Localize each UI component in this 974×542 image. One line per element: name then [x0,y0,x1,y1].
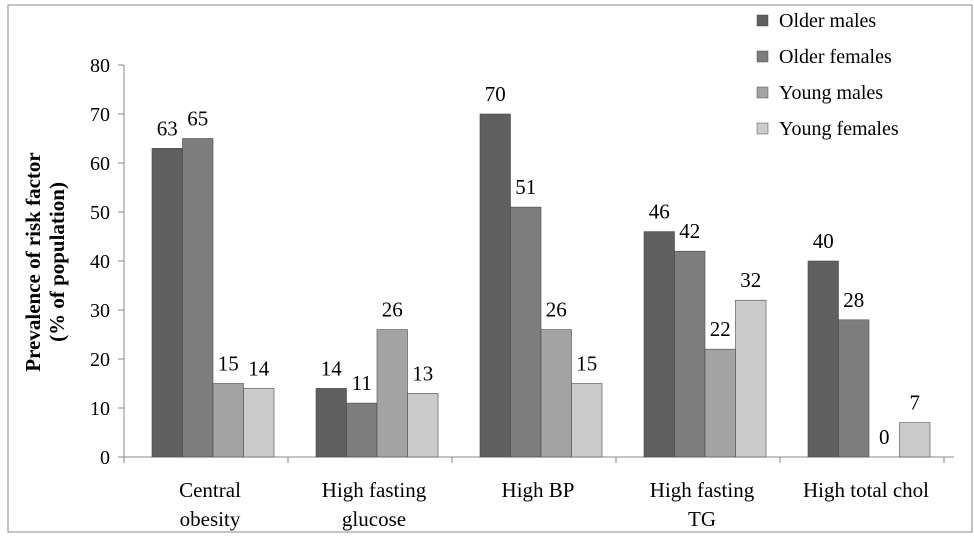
x-category-label-line: High BP [502,478,575,502]
y-tick-label: 0 [100,447,110,469]
data-label: 13 [412,361,433,385]
bar [838,319,870,458]
data-label: 14 [321,356,343,380]
y-axis-title: Prevalence of risk factor(% of populatio… [21,152,69,371]
x-category-label-line: High total chol [803,478,929,502]
legend: Older males Older females Young males Young… [756,10,899,140]
legend-swatch [756,50,769,63]
data-label: 70 [485,82,506,106]
legend-swatch [756,122,769,135]
bar [674,250,706,458]
legend-swatch [756,14,769,27]
y-axis-title-line: Prevalence of risk factor [21,152,45,371]
bar [376,329,408,458]
data-label: 46 [649,200,670,224]
data-label: 11 [352,371,372,395]
data-label: 65 [187,107,208,131]
x-category-label-line: High fasting [650,478,755,502]
bar [346,402,378,458]
data-label: 15 [218,352,239,376]
y-tick-label: 80 [90,55,110,77]
y-axis-title-line: (% of population) [45,182,69,342]
y-tick-label: 60 [90,153,110,175]
y-tick-label: 70 [90,104,110,126]
bar [704,348,736,458]
bar [510,206,542,458]
data-label: 15 [576,352,597,376]
data-label: 7 [910,391,921,415]
x-category-label-line: High fasting [322,478,427,502]
data-label: 26 [382,298,403,322]
x-category-label: High BP [502,478,575,502]
legend-label: Older females [779,46,892,68]
y-tick-label: 10 [90,398,110,420]
y-tick-label: 20 [90,349,110,371]
bar [807,260,839,458]
data-label: 28 [843,288,864,312]
legend-swatch [756,86,769,99]
legend-label: Older males [779,10,876,32]
bar [151,148,183,458]
bar [315,388,347,458]
bar [479,113,511,458]
bar [735,299,767,458]
x-category-label: High total chol [803,478,929,502]
y-tick-label: 40 [90,251,110,273]
x-category-label-line: Central [179,478,241,502]
x-category-label-line: glucose [342,507,406,531]
data-label: 22 [710,317,731,341]
x-category-label-line: obesity [180,507,241,531]
data-label: 51 [515,175,536,199]
legend-label: Young males [779,82,883,104]
bar [643,231,675,458]
data-label: 26 [546,298,567,322]
bar [899,422,931,458]
legend-label: Young females [779,118,899,140]
data-label: 14 [248,356,270,380]
data-label: 40 [813,229,834,253]
data-label: 0 [879,425,890,449]
data-label: 32 [740,268,761,292]
x-category-label: High fasting TG [650,478,755,531]
bar [407,392,439,458]
bar [540,329,572,458]
bar [571,383,603,458]
bar [243,388,275,458]
bar [212,383,244,458]
y-tick-label: 50 [90,202,110,224]
x-category-label: Central obesity [179,478,241,531]
bar [182,138,214,458]
y-tick-label: 30 [90,300,110,322]
data-label: 63 [157,116,178,140]
data-label: 42 [679,219,700,243]
x-category-label: High fasting glucose [322,478,427,531]
x-category-label-line: TG [688,507,716,531]
